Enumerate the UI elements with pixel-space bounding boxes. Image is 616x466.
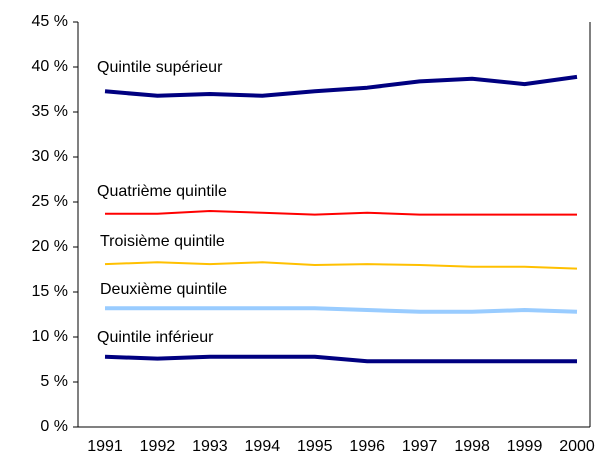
series-label: Troisième quintile bbox=[100, 233, 225, 250]
x-tick-label: 1992 bbox=[140, 438, 176, 455]
y-tick-label: 40 % bbox=[32, 58, 68, 75]
y-tick-label: 0 % bbox=[40, 418, 68, 435]
x-tick-label: 1993 bbox=[192, 438, 228, 455]
series-line bbox=[104, 354, 577, 364]
x-tick-label: 2000 bbox=[559, 438, 595, 455]
y-tick-label: 10 % bbox=[32, 328, 68, 345]
x-tick-label: 1996 bbox=[349, 438, 385, 455]
series-line bbox=[104, 74, 578, 98]
x-tick-label: 1999 bbox=[507, 438, 543, 455]
y-tick-label: 25 % bbox=[32, 193, 68, 210]
series-label: Quintile inférieur bbox=[97, 329, 214, 346]
series-label: Deuxième quintile bbox=[100, 281, 227, 298]
y-tick-label: 35 % bbox=[32, 103, 68, 120]
x-tick-label: 1994 bbox=[245, 438, 281, 455]
y-tick-label: 15 % bbox=[32, 283, 68, 300]
series-line bbox=[105, 210, 577, 216]
series-line bbox=[105, 306, 578, 314]
x-tick-label: 1991 bbox=[87, 438, 123, 455]
series-label: Quatrième quintile bbox=[97, 183, 227, 200]
y-tick-label: 45 % bbox=[32, 13, 68, 30]
series-line bbox=[104, 261, 578, 270]
x-tick-label: 1998 bbox=[454, 438, 490, 455]
x-tick-label: 1997 bbox=[402, 438, 438, 455]
y-tick-label: 30 % bbox=[32, 148, 68, 165]
series-label: Quintile supérieur bbox=[97, 59, 223, 76]
y-tick-label: 20 % bbox=[32, 238, 68, 255]
y-tick-label: 5 % bbox=[40, 373, 68, 390]
x-tick-label: 1995 bbox=[297, 438, 333, 455]
